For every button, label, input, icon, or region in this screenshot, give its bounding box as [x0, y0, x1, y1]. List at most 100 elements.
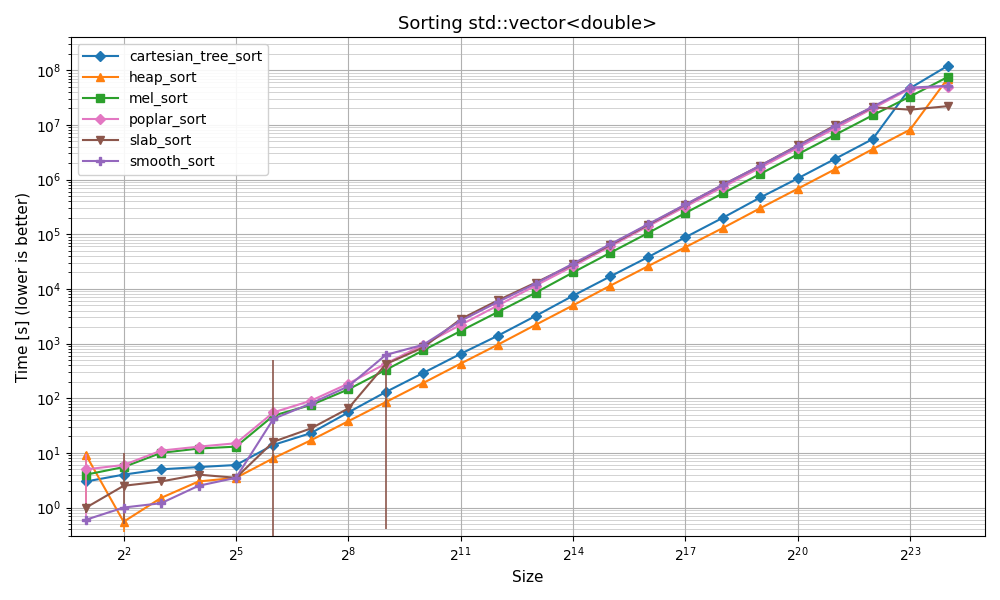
- poplar_sort: [342, 380, 354, 387]
- poplar_sort: [305, 397, 317, 404]
- mel_sort: [567, 269, 579, 276]
- poplar_sort: [530, 282, 542, 289]
- cartesian_tree_sort: [193, 463, 205, 470]
- cartesian_tree_sort: [829, 155, 841, 163]
- heap_sort: [829, 166, 841, 173]
- slab_sort: [492, 296, 504, 304]
- mel_sort: [230, 443, 242, 450]
- cartesian_tree_sort: [492, 332, 504, 339]
- poplar_sort: [193, 443, 205, 450]
- slab_sort: [567, 261, 579, 268]
- heap_sort: [80, 452, 92, 459]
- smooth_sort: [380, 352, 392, 359]
- cartesian_tree_sort: [754, 194, 766, 201]
- smooth_sort: [193, 482, 205, 490]
- poplar_sort: [492, 302, 504, 309]
- Line: heap_sort: heap_sort: [82, 74, 952, 526]
- heap_sort: [904, 126, 916, 133]
- heap_sort: [567, 302, 579, 309]
- slab_sort: [380, 361, 392, 368]
- heap_sort: [417, 379, 429, 386]
- smooth_sort: [604, 241, 616, 248]
- heap_sort: [604, 282, 616, 289]
- heap_sort: [118, 518, 130, 526]
- Line: cartesian_tree_sort: cartesian_tree_sort: [83, 62, 951, 485]
- slab_sort: [829, 122, 841, 129]
- smooth_sort: [530, 280, 542, 287]
- Title: Sorting std::vector<double>: Sorting std::vector<double>: [398, 15, 657, 33]
- poplar_sort: [230, 440, 242, 447]
- heap_sort: [942, 75, 954, 82]
- mel_sort: [80, 471, 92, 478]
- mel_sort: [904, 93, 916, 100]
- cartesian_tree_sort: [717, 214, 729, 221]
- slab_sort: [530, 279, 542, 286]
- slab_sort: [754, 162, 766, 169]
- mel_sort: [792, 151, 804, 158]
- smooth_sort: [342, 383, 354, 390]
- mel_sort: [380, 366, 392, 373]
- X-axis label: Size: Size: [512, 570, 544, 585]
- slab_sort: [267, 438, 279, 445]
- mel_sort: [530, 289, 542, 296]
- smooth_sort: [267, 415, 279, 422]
- cartesian_tree_sort: [118, 471, 130, 478]
- slab_sort: [942, 103, 954, 110]
- poplar_sort: [942, 83, 954, 90]
- smooth_sort: [904, 84, 916, 91]
- mel_sort: [455, 328, 467, 335]
- smooth_sort: [717, 181, 729, 188]
- smooth_sort: [155, 500, 167, 507]
- heap_sort: [155, 494, 167, 502]
- smooth_sort: [829, 122, 841, 130]
- slab_sort: [717, 181, 729, 188]
- cartesian_tree_sort: [342, 409, 354, 416]
- cartesian_tree_sort: [792, 175, 804, 182]
- cartesian_tree_sort: [455, 350, 467, 358]
- heap_sort: [230, 474, 242, 481]
- cartesian_tree_sort: [604, 272, 616, 280]
- poplar_sort: [80, 466, 92, 473]
- poplar_sort: [417, 341, 429, 349]
- Legend: cartesian_tree_sort, heap_sort, mel_sort, poplar_sort, slab_sort, smooth_sort: cartesian_tree_sort, heap_sort, mel_sort…: [78, 44, 268, 175]
- poplar_sort: [754, 164, 766, 171]
- smooth_sort: [305, 400, 317, 407]
- slab_sort: [155, 478, 167, 485]
- poplar_sort: [567, 263, 579, 270]
- smooth_sort: [642, 221, 654, 228]
- smooth_sort: [455, 317, 467, 325]
- cartesian_tree_sort: [230, 461, 242, 469]
- poplar_sort: [380, 360, 392, 367]
- slab_sort: [342, 405, 354, 412]
- slab_sort: [867, 104, 879, 111]
- slab_sort: [80, 504, 92, 511]
- heap_sort: [305, 437, 317, 444]
- heap_sort: [342, 418, 354, 425]
- heap_sort: [717, 224, 729, 232]
- cartesian_tree_sort: [679, 233, 691, 241]
- heap_sort: [380, 398, 392, 406]
- mel_sort: [267, 412, 279, 419]
- mel_sort: [604, 249, 616, 256]
- smooth_sort: [754, 162, 766, 169]
- heap_sort: [642, 263, 654, 270]
- slab_sort: [679, 201, 691, 208]
- mel_sort: [193, 445, 205, 452]
- poplar_sort: [904, 85, 916, 92]
- cartesian_tree_sort: [867, 136, 879, 143]
- slab_sort: [230, 474, 242, 481]
- cartesian_tree_sort: [942, 62, 954, 70]
- mel_sort: [642, 229, 654, 236]
- smooth_sort: [492, 298, 504, 305]
- mel_sort: [118, 463, 130, 470]
- cartesian_tree_sort: [305, 430, 317, 437]
- mel_sort: [492, 308, 504, 316]
- slab_sort: [305, 425, 317, 432]
- slab_sort: [455, 316, 467, 323]
- cartesian_tree_sort: [267, 441, 279, 448]
- mel_sort: [305, 401, 317, 409]
- smooth_sort: [792, 142, 804, 149]
- heap_sort: [455, 360, 467, 367]
- mel_sort: [155, 449, 167, 457]
- smooth_sort: [80, 516, 92, 523]
